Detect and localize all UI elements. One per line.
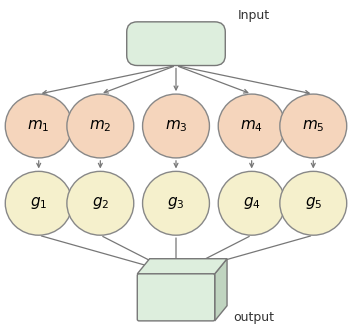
- Text: $g_1$: $g_1$: [30, 195, 48, 211]
- Text: $g_5$: $g_5$: [304, 195, 322, 211]
- FancyBboxPatch shape: [137, 274, 215, 321]
- Polygon shape: [137, 259, 227, 274]
- Text: $m_3$: $m_3$: [165, 118, 187, 134]
- Text: output: output: [233, 311, 274, 324]
- Text: Input: Input: [237, 9, 270, 22]
- Circle shape: [280, 94, 347, 158]
- Circle shape: [143, 171, 209, 235]
- Circle shape: [218, 171, 285, 235]
- Text: $g_4$: $g_4$: [243, 195, 260, 211]
- Circle shape: [67, 94, 134, 158]
- Circle shape: [143, 94, 209, 158]
- Text: $m_1$: $m_1$: [27, 118, 50, 134]
- Polygon shape: [215, 259, 227, 321]
- Text: $g_2$: $g_2$: [92, 195, 109, 211]
- Circle shape: [5, 171, 72, 235]
- Circle shape: [67, 171, 134, 235]
- Circle shape: [5, 94, 72, 158]
- Circle shape: [218, 94, 285, 158]
- Text: $g_3$: $g_3$: [167, 195, 185, 211]
- Text: $m_2$: $m_2$: [89, 118, 112, 134]
- Circle shape: [280, 171, 347, 235]
- Text: $m_4$: $m_4$: [240, 118, 263, 134]
- FancyBboxPatch shape: [127, 22, 225, 66]
- Text: $m_5$: $m_5$: [302, 118, 325, 134]
